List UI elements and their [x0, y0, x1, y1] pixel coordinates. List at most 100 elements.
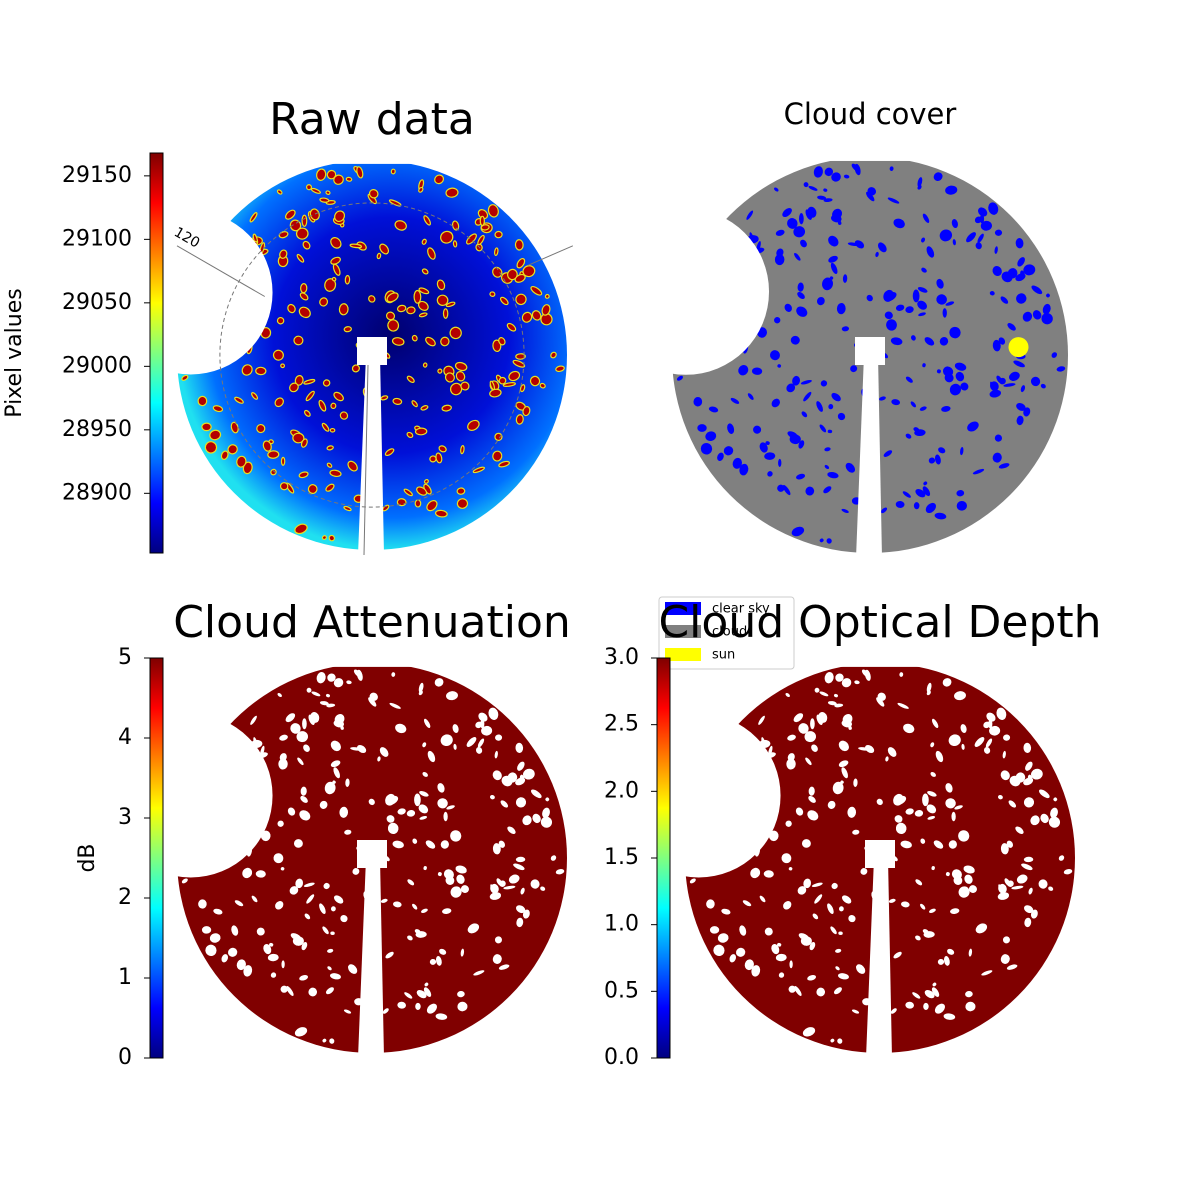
cloud-patch: [785, 692, 790, 698]
cloud-patch: [768, 830, 779, 842]
cloud-patch: [436, 279, 446, 291]
cloud-patch: [835, 673, 844, 682]
cloud-patch: [330, 237, 342, 249]
cloud-patch: [783, 901, 792, 910]
cloud-patch: [729, 328, 739, 338]
cloud-patch: [831, 172, 841, 182]
cloud-patch: [811, 882, 823, 887]
cloud-patch: [540, 816, 553, 828]
cloud-patch: [931, 987, 940, 997]
cloud-patch: [774, 254, 785, 266]
cloud-patch: [784, 303, 792, 312]
cloud-patch: [1008, 800, 1017, 808]
cloud-patch: [742, 342, 749, 354]
cloud-patch: [693, 396, 703, 407]
cloud-patch: [441, 404, 452, 412]
cloud-patch: [330, 906, 336, 912]
cloud-patch: [369, 692, 378, 701]
cloud-patch: [421, 268, 429, 275]
cloud-patch: [1000, 770, 1010, 781]
cloud-patch: [807, 974, 817, 981]
cloud-patch: [926, 246, 935, 258]
cloud-patch: [422, 362, 428, 368]
cloud-patch: [263, 944, 272, 955]
cloud-patch: [522, 405, 531, 417]
cloud-patch: [1023, 797, 1035, 808]
cloud-patch: [805, 486, 815, 496]
cloud-patch: [838, 906, 844, 912]
cloud-patch: [814, 687, 820, 693]
cloud-patch: [824, 672, 834, 684]
cloud-patch: [233, 328, 243, 339]
cloud-patch: [1032, 310, 1042, 320]
cloud-patch: [253, 818, 261, 828]
cloud-patch: [300, 795, 308, 803]
cloud-patch: [480, 719, 485, 729]
legend-label: sun: [712, 648, 735, 663]
cloud-patch: [330, 760, 341, 768]
cloud-patch: [938, 447, 946, 454]
cloud-patch: [531, 789, 542, 799]
cloud-patch: [739, 925, 747, 936]
cloud-patch: [1028, 887, 1033, 895]
cloud-patch: [1020, 385, 1026, 393]
cloud-patch: [928, 457, 936, 464]
cloud-patch: [256, 423, 266, 434]
cloud-patch: [332, 780, 336, 784]
cloud-patch: [329, 973, 342, 980]
cloud-patch: [363, 484, 374, 492]
cloud-patch: [1007, 268, 1018, 279]
cloud-patch: [228, 806, 235, 811]
cloud-patch: [382, 1008, 389, 1014]
cloud-patch: [325, 190, 331, 195]
cloud-patch: [963, 865, 975, 874]
cloud-patch: [804, 731, 817, 743]
cloud-patch: [233, 804, 238, 809]
cloud-patch: [830, 262, 838, 275]
cloud-patch: [925, 502, 936, 514]
cloud-patch: [387, 795, 399, 805]
cloud-patch: [368, 851, 378, 859]
cloud-patch: [221, 954, 228, 963]
cloud-patch: [1015, 237, 1024, 249]
cloud-patch: [516, 917, 524, 928]
cloud-patch: [253, 737, 258, 747]
cloud-patch: [293, 839, 303, 848]
cloud-patch: [861, 388, 869, 400]
cloud-patch: [515, 742, 524, 754]
cloud-patch: [905, 306, 914, 314]
cloud-patch: [1023, 264, 1036, 276]
cloud-patch: [937, 958, 945, 965]
cloud-patch: [500, 800, 509, 808]
cloud-patch: [988, 719, 993, 729]
cloud-patch: [1000, 843, 1009, 855]
colorbar-tick-label: 29000: [62, 353, 132, 378]
cloud-patch: [851, 497, 861, 505]
cloud-patch: [277, 692, 282, 698]
cloud-patch: [423, 479, 429, 484]
cloud-patch: [676, 375, 683, 381]
cloud-patch: [1009, 371, 1020, 381]
cloud-patch: [1023, 407, 1031, 417]
cloud-patch: [274, 397, 284, 408]
cloud-patch: [965, 991, 973, 998]
cloud-patch: [842, 274, 848, 283]
cloud-patch: [753, 247, 765, 254]
colorbar-tick-label: 5: [118, 645, 132, 670]
cloud-patch: [376, 252, 382, 260]
cloud-patch: [847, 242, 860, 246]
cloud-patch: [872, 988, 882, 995]
cloud-patch: [489, 892, 502, 900]
cloud-patch: [749, 232, 754, 243]
cloud-patch: [810, 718, 815, 730]
cloud-patch: [421, 238, 427, 245]
cloud-patch: [492, 770, 502, 781]
cloud-patch: [494, 230, 503, 239]
cloud-patch: [555, 869, 565, 875]
cloud-patch: [746, 210, 754, 220]
cloud-patch: [882, 352, 889, 359]
cloud-patch: [830, 926, 837, 935]
cloud-patch: [1024, 917, 1032, 928]
cloud-patch: [705, 431, 717, 442]
cloud-patch: [749, 315, 757, 325]
